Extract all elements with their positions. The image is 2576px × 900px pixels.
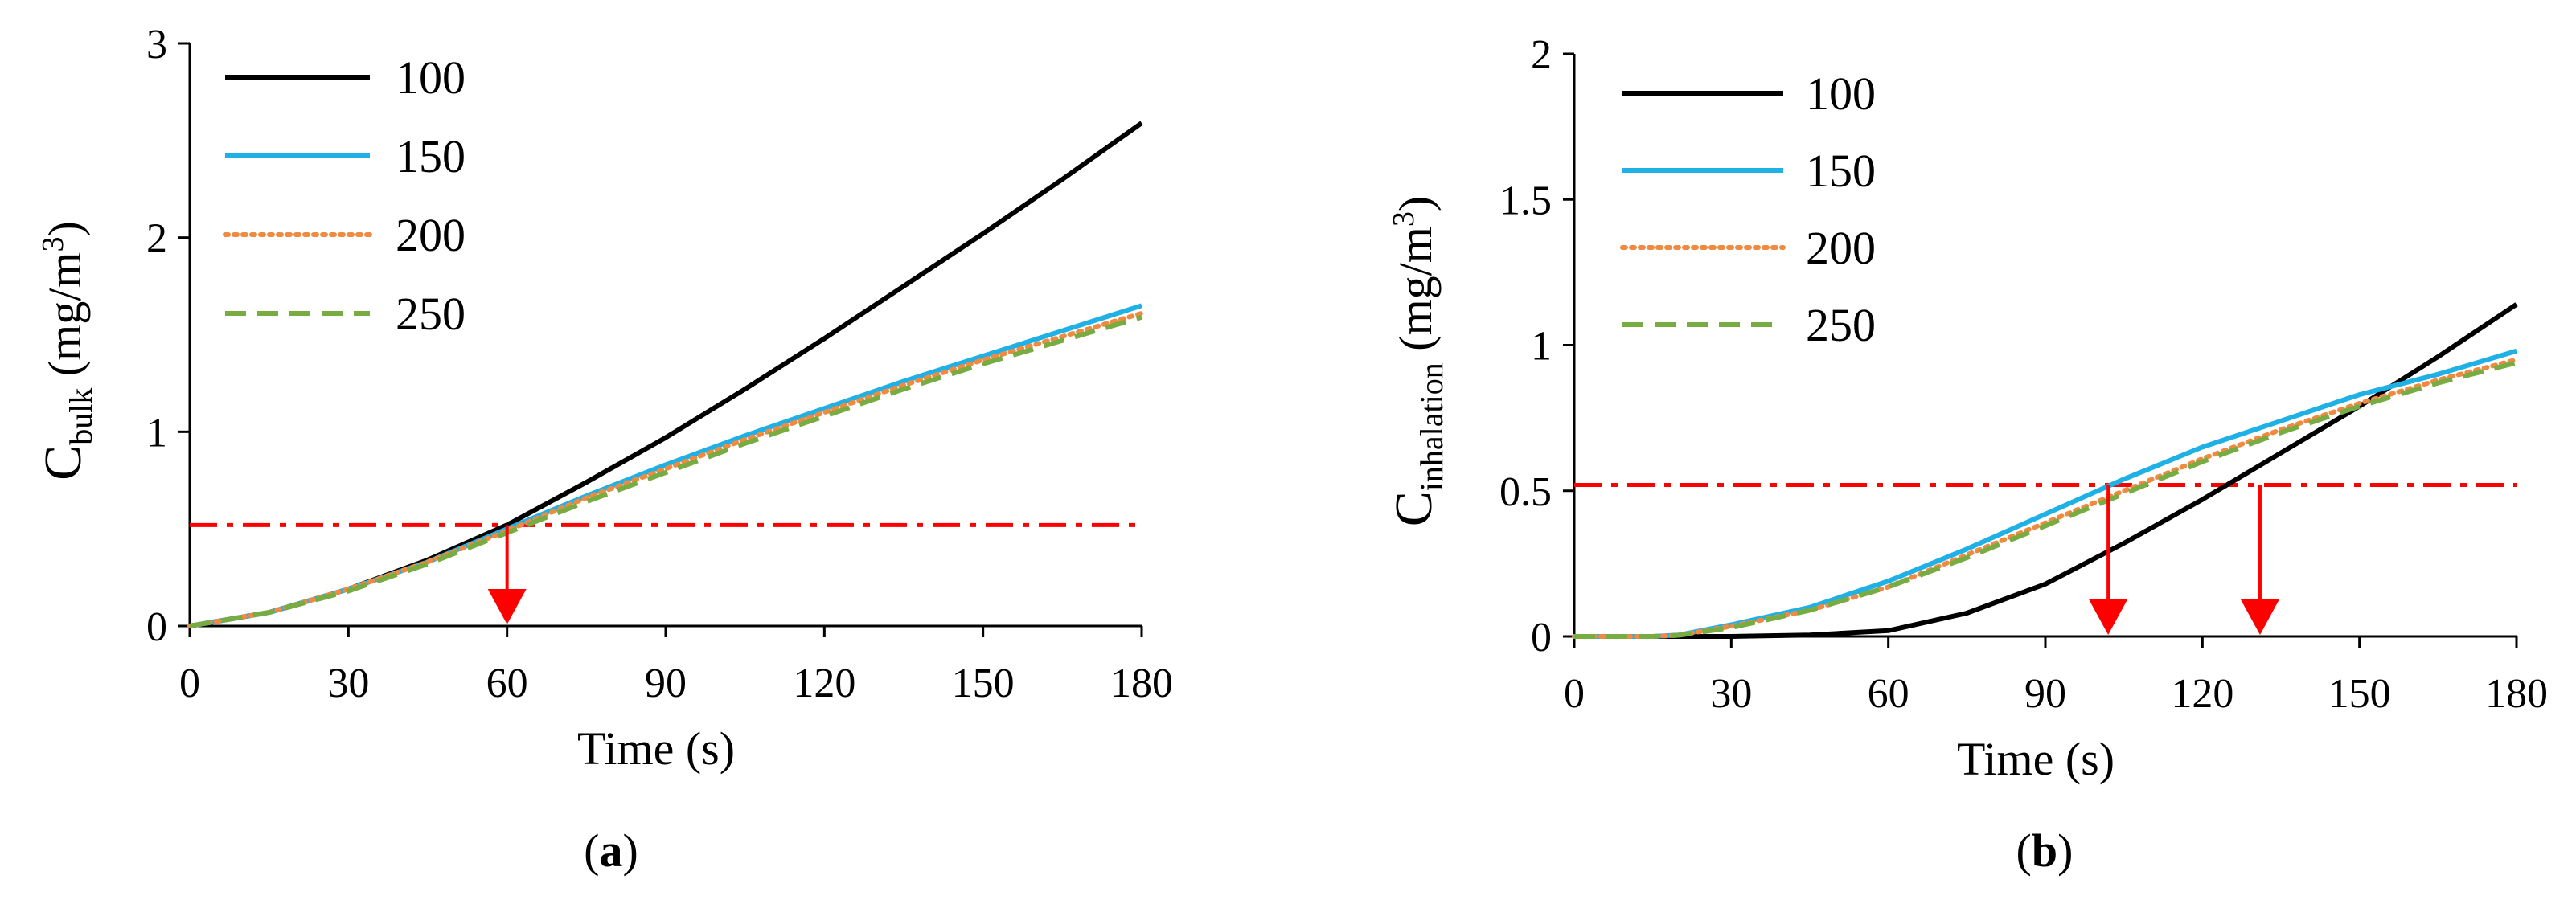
y-tick-label: 1	[146, 410, 167, 456]
chart-b: 0 0.5 1 1.5 2 0 30 60 90 120 150 180 Time (s) Cinhala…	[1384, 32, 2548, 877]
y-label-superscript: 3	[36, 237, 70, 252]
y-label-unit-close: )	[1389, 196, 1442, 211]
panel-label-letter: b	[2032, 824, 2057, 877]
y-tick-label: 2	[1531, 32, 1552, 78]
y-label-unit: (mg/m	[39, 252, 91, 388]
x-tick-label: 180	[2485, 671, 2548, 717]
legend-label: 100	[396, 51, 466, 104]
y-label-unit-close: )	[39, 221, 91, 236]
y-tick-label: 3	[146, 22, 167, 68]
legend-label: 250	[396, 288, 466, 340]
series-line-100	[1574, 302, 2518, 639]
series-line-250	[1574, 360, 2517, 639]
x-tick-label: 150	[952, 661, 1015, 706]
legend-label: 250	[1806, 299, 1876, 351]
legend-label: 150	[1806, 145, 1876, 197]
y-tick-label: 0.5	[1499, 469, 1552, 515]
y-tick-label: 0	[1531, 615, 1552, 661]
y-label-subscript: bulk	[63, 388, 99, 445]
x-tick-label: 150	[2328, 671, 2391, 717]
x-tick-label: 30	[327, 661, 369, 706]
x-tick-label: 120	[2171, 671, 2233, 717]
panel-label: (b)	[2016, 824, 2074, 877]
arrow-head	[2240, 599, 2279, 635]
y-tick-label: 0	[146, 604, 167, 650]
panel-label-letter: a	[600, 824, 623, 877]
series-line-100	[189, 121, 1143, 628]
x-tick-label: 60	[1868, 671, 1909, 717]
arrow-head	[2089, 599, 2128, 635]
x-axis-label: Time (s)	[1957, 733, 2115, 785]
y-tick-label: 1.5	[1499, 178, 1552, 223]
panel-label-close: )	[2057, 824, 2073, 877]
legend-label: 100	[1806, 68, 1876, 120]
x-tick-label: 180	[1110, 661, 1173, 706]
series-line-250	[189, 314, 1142, 628]
y-axis-label: Cbulk (mg/m3)	[34, 221, 99, 481]
panel-label-open: (	[2016, 824, 2032, 877]
x-tick-label: 120	[793, 661, 855, 706]
panel-label-close: )	[623, 824, 638, 877]
y-tick-label: 2	[146, 216, 167, 262]
y-label-main: C	[34, 445, 92, 481]
legend-label: 150	[396, 130, 466, 182]
x-tick-label: 0	[179, 661, 200, 706]
legend-label: 200	[1806, 222, 1876, 274]
panel-label-open: (	[584, 824, 599, 877]
y-label-subscript: inhalation	[1413, 362, 1450, 491]
arrow-head	[487, 589, 527, 624]
y-label-main: C	[1384, 491, 1443, 526]
x-tick-label: 0	[1564, 671, 1585, 717]
x-tick-label: 60	[486, 661, 528, 706]
y-label-unit: (mg/m	[1389, 227, 1442, 362]
x-tick-label: 90	[2024, 671, 2066, 717]
x-axis-label: Time (s)	[577, 722, 735, 775]
y-axis-label: Cinhalation (mg/m3)	[1384, 196, 1450, 527]
x-tick-label: 90	[645, 661, 687, 706]
series-line-150	[189, 303, 1142, 628]
panel-label: (a)	[584, 824, 638, 877]
y-tick-label: 1	[1531, 324, 1552, 370]
x-tick-label: 30	[1710, 671, 1752, 717]
y-label-superscript: 3	[1387, 211, 1421, 227]
legend-label: 200	[396, 209, 466, 261]
